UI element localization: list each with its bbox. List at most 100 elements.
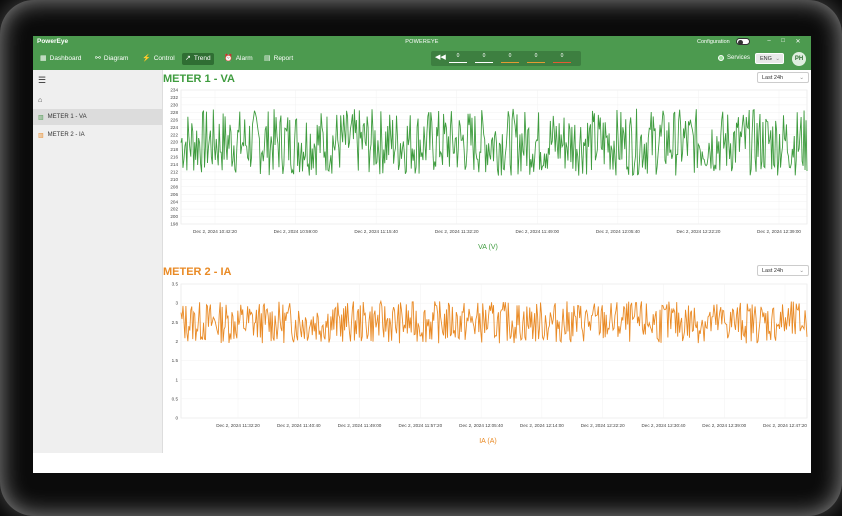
chart-1-x-axis-title: VA (V) <box>478 244 498 251</box>
rewind-icon[interactable]: ◀◀ <box>435 54 446 61</box>
sidebar-item-meter-2[interactable]: ▥ METER 2 - IA <box>33 127 163 143</box>
meter-bar-4 <box>527 61 545 63</box>
sidebar-item-home[interactable]: ⌂ <box>33 92 163 108</box>
maximize-button[interactable]: □ <box>781 38 785 44</box>
y-tick-label: 198 <box>170 222 178 227</box>
x-tick-label: Dec 2, 2024 11:15:40 <box>354 229 398 234</box>
y-tick-label: 3.5 <box>172 282 179 287</box>
y-tick-label: 232 <box>170 95 178 100</box>
configuration-toggle[interactable] <box>736 38 750 45</box>
main-nav: ▦ Dashboard ⚯ Diagram ⚡ Control ↗ Trend ⏰ Ala… <box>33 48 811 70</box>
nav-label: Report <box>273 55 294 62</box>
y-tick-label: 1.5 <box>172 358 179 363</box>
meter-bar-1 <box>449 61 467 63</box>
meter-bar-2 <box>475 61 493 63</box>
x-tick-label: Dec 2, 2024 12:22:20 <box>581 423 625 428</box>
meter-value-2: 0 <box>473 53 495 63</box>
y-tick-label: 0 <box>175 416 178 421</box>
nav-diagram[interactable]: ⚯ Diagram <box>92 53 131 65</box>
y-tick-label: 234 <box>170 88 178 93</box>
y-tick-label: 218 <box>170 147 178 152</box>
chevron-down-icon: ⌄ <box>799 268 804 274</box>
meter-summary: ◀◀ 0 0 0 0 0 <box>431 51 581 66</box>
y-tick-label: 200 <box>170 214 178 219</box>
chart-2-x-axis-title: IA (A) <box>479 438 497 445</box>
nav-label: Diagram <box>103 55 129 62</box>
x-tick-label: Dec 2, 2024 10:42:20 <box>193 229 237 234</box>
nav-control[interactable]: ⚡ Control <box>139 53 178 65</box>
nav-trend[interactable]: ↗ Trend <box>182 53 214 65</box>
x-tick-label: Dec 2, 2024 10:59:00 <box>274 229 318 234</box>
y-tick-label: 204 <box>170 199 178 204</box>
sidebar-item-meter-1[interactable]: ▥ METER 1 - VA <box>33 109 163 125</box>
x-tick-label: Dec 2, 2024 12:05:40 <box>459 423 503 428</box>
app-window: PowerEye POWEREYE Configuration – □ ✕ ▦ D… <box>33 36 811 473</box>
y-tick-label: 2.5 <box>172 320 179 325</box>
minimize-button[interactable]: – <box>767 38 771 44</box>
chart-2-range-select[interactable]: Last 24h ⌄ <box>757 265 809 276</box>
sidebar-item-label: METER 1 - VA <box>47 114 87 120</box>
meter-bar-5 <box>553 61 571 63</box>
y-tick-label: 224 <box>170 125 178 130</box>
chart-2-plot: 0 0.5 1 1.5 2 2.5 3 3.5 Dec 2, 2024 11:32:20 Dec … <box>172 282 808 428</box>
nav-report[interactable]: ▤ Report <box>261 53 296 65</box>
y-tick-label: 0.5 <box>172 396 179 401</box>
dashboard-icon: ▦ <box>40 55 47 62</box>
close-button[interactable]: ✕ <box>795 39 801 45</box>
app-logo: PowerEye <box>37 38 69 45</box>
chevron-down-icon: ⌄ <box>799 75 804 81</box>
avatar[interactable]: PH <box>792 52 806 66</box>
meter-value-5: 0 <box>551 53 573 63</box>
report-icon: ▤ <box>264 55 271 62</box>
nav-label: Dashboard <box>49 55 82 62</box>
chart-2-title: METER 2 - IA <box>163 266 232 278</box>
chart-1-range-select[interactable]: Last 24h ⌄ <box>757 72 809 83</box>
services-status[interactable]: Services <box>718 55 750 61</box>
x-tick-label: Dec 2, 2024 11:49:00 <box>515 229 559 234</box>
x-tick-label: Dec 2, 2024 11:32:20 <box>435 229 479 234</box>
y-tick-label: 222 <box>170 132 178 137</box>
plot-area <box>180 283 808 419</box>
series-line-va <box>180 108 808 176</box>
language-select[interactable]: ENG ⌄ <box>755 53 784 64</box>
y-tick-label: 220 <box>170 140 178 145</box>
sidebar: ☰ ⌂ ▥ METER 1 - VA ▥ METER 2 - IA <box>33 70 163 453</box>
y-tick-label: 206 <box>170 192 178 197</box>
meter-icon: ▥ <box>38 114 44 121</box>
status-dot-icon <box>718 55 724 61</box>
x-tick-label: Dec 2, 2024 12:14:00 <box>520 423 564 428</box>
x-tick-label: Dec 2, 2024 12:05:40 <box>596 229 640 234</box>
chart-1-title: METER 1 - VA <box>163 73 235 85</box>
y-tick-label: 212 <box>170 169 178 174</box>
meter-value-1: 0 <box>447 53 469 63</box>
alarm-icon: ⏰ <box>224 55 233 62</box>
series-line-ia <box>180 299 808 344</box>
y-tick-label: 216 <box>170 155 178 160</box>
meter-icon: ▥ <box>38 132 44 139</box>
nav-dashboard[interactable]: ▦ Dashboard <box>37 53 84 65</box>
nav-label: Trend <box>193 55 211 62</box>
x-tick-label: Dec 2, 2024 11:49:00 <box>338 423 382 428</box>
meter-value-3: 0 <box>499 53 521 63</box>
services-label: Services <box>727 55 751 61</box>
nav-label: Control <box>153 55 175 62</box>
y-tick-label: 202 <box>170 207 178 212</box>
trend-icon: ↗ <box>185 55 191 62</box>
y-tick-label: 208 <box>170 184 178 189</box>
x-tick-label: Dec 2, 2024 12:47:20 <box>763 423 807 428</box>
title-bar: PowerEye POWEREYE Configuration – □ ✕ <box>33 36 811 48</box>
menu-icon[interactable]: ☰ <box>38 75 47 85</box>
x-tick-label: Dec 2, 2024 11:32:20 <box>216 423 260 428</box>
diagram-icon: ⚯ <box>95 55 101 62</box>
nav-alarm[interactable]: ⏰ Alarm <box>221 53 256 65</box>
y-tick-label: 226 <box>170 117 178 122</box>
x-tick-label: Dec 2, 2024 12:39:00 <box>702 423 746 428</box>
y-tick-label: 1 <box>175 377 178 382</box>
chart-1-plot: 198 200 202 204 206 208 210 212 214 216 218 220 222 2… <box>170 88 808 234</box>
configuration-label: Configuration <box>697 39 730 45</box>
window-title: POWEREYE <box>405 39 439 45</box>
meter-bar-3 <box>501 61 519 63</box>
control-icon: ⚡ <box>142 55 151 62</box>
y-tick-label: 210 <box>170 177 178 182</box>
y-tick-label: 2 <box>175 339 178 344</box>
